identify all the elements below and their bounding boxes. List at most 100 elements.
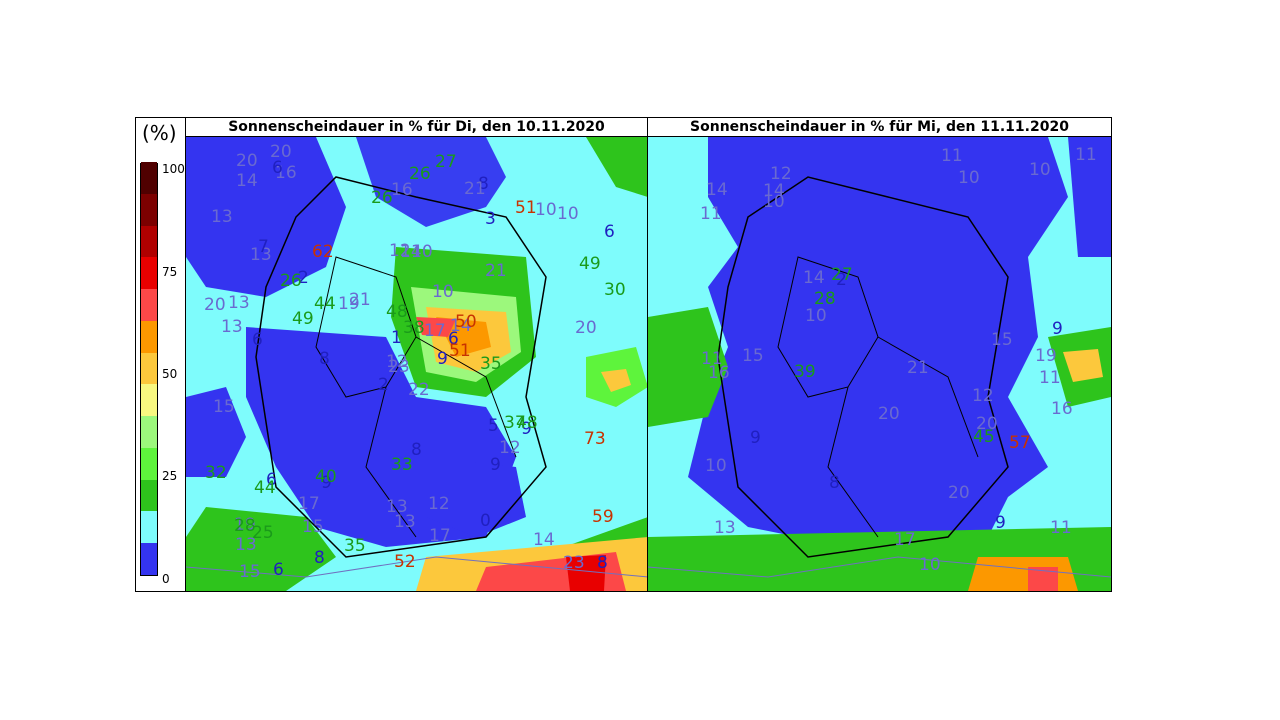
station-value-label: 10 xyxy=(432,282,454,302)
station-value-label: 9 xyxy=(1052,319,1063,339)
station-value-label: 49 xyxy=(292,309,314,329)
station-value-label: 19 xyxy=(234,515,256,535)
station-value-label: 26 xyxy=(409,164,431,184)
station-value-label: 21 xyxy=(485,261,507,281)
station-value-label: 38 xyxy=(403,318,425,338)
station-value-label: 9 xyxy=(437,349,448,369)
legend-unit: (%) xyxy=(142,121,177,145)
station-value-label: 13 xyxy=(250,245,272,265)
station-value-label: 26 xyxy=(280,271,302,291)
station-value-label: 14 xyxy=(236,171,258,191)
station-value-label: 21 xyxy=(349,290,371,310)
station-value-label: 35 xyxy=(480,354,502,374)
station-value-label: 19 xyxy=(338,294,360,314)
station-value-label: 27 xyxy=(831,265,853,285)
station-value-label: 23 xyxy=(563,553,585,573)
station-value-label: 10 xyxy=(763,192,785,212)
station-value-label: 17 xyxy=(429,526,451,546)
station-value-label: 45 xyxy=(973,427,995,447)
legend-swatch xyxy=(141,415,157,448)
figure-frame: (%) 100 75 50 25 0 Sonnenscheindauer in … xyxy=(135,117,1112,592)
station-value-label: 51 xyxy=(449,341,471,361)
station-value-label: 13 xyxy=(386,497,408,517)
station-value-label: 10 xyxy=(557,204,579,224)
legend-swatch xyxy=(141,320,157,353)
map-panel-tuesday: Sonnenscheindauer in % für Di, den 10.11… xyxy=(186,118,648,591)
station-value-label: 12 xyxy=(770,164,792,184)
panel-title-wednesday: Sonnenscheindauer in % für Mi, den 11.11… xyxy=(648,118,1111,137)
station-value-label: 17 xyxy=(894,530,916,550)
station-value-label: 2 xyxy=(378,375,389,395)
station-value-label: 48 xyxy=(516,413,538,433)
station-value-label: 62 xyxy=(312,242,334,262)
station-value-label: 6 xyxy=(272,158,283,178)
station-value-label: 9 xyxy=(995,513,1006,533)
station-value-label: 10 xyxy=(919,555,941,575)
station-value-label: 44 xyxy=(314,294,336,314)
station-value-label: 40 xyxy=(315,467,337,487)
station-value-label: 26 xyxy=(371,188,393,208)
station-value-label: 23 xyxy=(388,357,410,377)
station-value-label: 15 xyxy=(991,330,1013,350)
station-value-label: 12 xyxy=(428,494,450,514)
map-panel-wednesday: Sonnenscheindauer in % für Mi, den 11.11… xyxy=(648,118,1111,591)
sunshine-map-wednesday: 1211131229101014101111141189202127911101… xyxy=(648,137,1111,591)
station-value-label: 13 xyxy=(211,207,233,227)
station-value-label: 8 xyxy=(478,174,489,194)
station-value-label: 12 xyxy=(389,241,411,261)
station-value-label: 13 xyxy=(221,317,243,337)
legend-swatch xyxy=(141,383,157,417)
station-value-label: 6 xyxy=(252,330,263,350)
station-value-label: 21 xyxy=(907,358,929,378)
station-value-label: 20 xyxy=(948,483,970,503)
station-value-label: 12 xyxy=(386,352,408,372)
station-value-label: 16 xyxy=(275,163,297,183)
legend-swatch xyxy=(141,479,157,512)
station-value-label: 6 xyxy=(273,560,284,580)
legend-tick-50: 50 xyxy=(162,367,178,381)
station-value-label: 3 xyxy=(485,209,496,229)
station-value-label: 20 xyxy=(976,414,998,434)
station-value-label: 25 xyxy=(252,523,274,543)
station-value-label: 15 xyxy=(302,517,324,537)
station-value-label: 5 xyxy=(488,416,499,436)
station-value-label: 13 xyxy=(228,293,250,313)
station-value-label: 12 xyxy=(499,438,521,458)
station-value-label: 9 xyxy=(750,428,761,448)
station-value-label: 11 xyxy=(701,349,723,369)
station-value-label: 20 xyxy=(270,142,292,162)
station-value-label: 20 xyxy=(575,318,597,338)
station-value-label: 11 xyxy=(1075,145,1097,165)
station-value-label: 37 xyxy=(504,413,526,433)
station-value-label: 16 xyxy=(391,180,413,200)
station-value-label: 20 xyxy=(236,151,258,171)
station-value-label: 10 xyxy=(958,168,980,188)
legend-swatch xyxy=(141,352,157,385)
station-value-label: 50 xyxy=(455,312,477,332)
station-value-label: 17 xyxy=(298,494,320,514)
station-value-label: 16 xyxy=(1051,399,1073,419)
station-value-label: 49 xyxy=(579,254,601,274)
station-value-label: 28 xyxy=(814,289,836,309)
sunshine-map-tuesday: 2213231914981039168662216121062113151450… xyxy=(186,137,647,591)
station-value-label: 10 xyxy=(805,306,827,326)
station-value-label: 33 xyxy=(391,455,413,475)
station-value-label: 39 xyxy=(794,362,816,382)
station-value-label: 52 xyxy=(394,552,416,572)
station-value-label: 2 xyxy=(836,270,847,290)
station-value-label: 6 xyxy=(604,222,615,242)
legend-swatch xyxy=(141,510,157,544)
station-value-label: 11 xyxy=(941,146,963,166)
station-value-label: 51 xyxy=(515,198,537,218)
station-value-label: 9 xyxy=(521,419,532,439)
station-value-label: 12 xyxy=(972,386,994,406)
legend-swatch xyxy=(141,542,157,575)
station-value-label: 7 xyxy=(258,237,269,257)
station-value-label: 27 xyxy=(435,152,457,172)
legend-swatch xyxy=(141,288,157,321)
station-value-label: 21 xyxy=(464,179,486,199)
station-value-label: 14 xyxy=(533,530,555,550)
legend-swatch xyxy=(141,447,157,480)
station-value-label: 10 xyxy=(705,456,727,476)
color-legend: (%) 100 75 50 25 0 xyxy=(136,118,186,591)
